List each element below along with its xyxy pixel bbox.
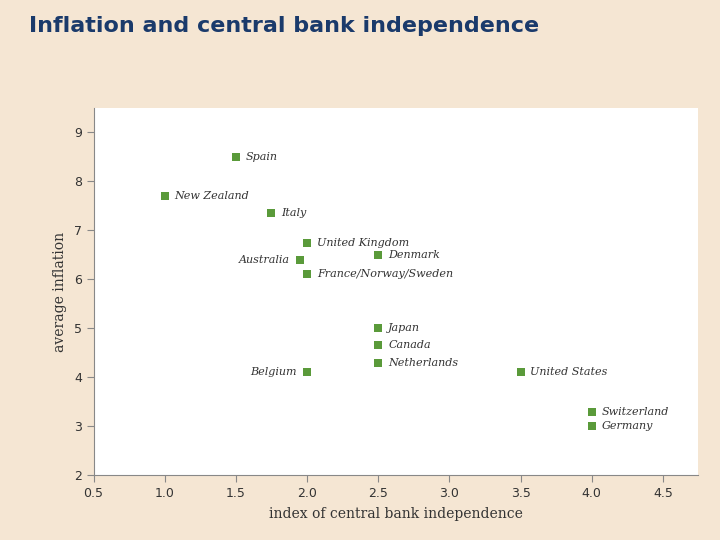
Text: Inflation and central bank independence: Inflation and central bank independence (29, 16, 539, 36)
Text: Spain: Spain (246, 152, 278, 162)
Y-axis label: average inflation: average inflation (53, 232, 67, 352)
Text: Denmark: Denmark (388, 250, 440, 260)
Text: Switzerland: Switzerland (602, 407, 669, 416)
Text: Belgium: Belgium (251, 367, 297, 377)
Text: Canada: Canada (388, 340, 431, 350)
Text: United States: United States (531, 367, 608, 377)
Text: Netherlands: Netherlands (388, 357, 459, 368)
Text: New Zealand: New Zealand (175, 191, 249, 201)
Text: Japan: Japan (388, 323, 420, 333)
Text: United Kingdom: United Kingdom (317, 238, 409, 248)
Text: Italy: Italy (282, 208, 307, 218)
Text: Australia: Australia (239, 255, 290, 265)
X-axis label: index of central bank independence: index of central bank independence (269, 507, 523, 521)
Text: France/Norway/Sweden: France/Norway/Sweden (317, 269, 453, 280)
Text: Germany: Germany (602, 421, 653, 431)
